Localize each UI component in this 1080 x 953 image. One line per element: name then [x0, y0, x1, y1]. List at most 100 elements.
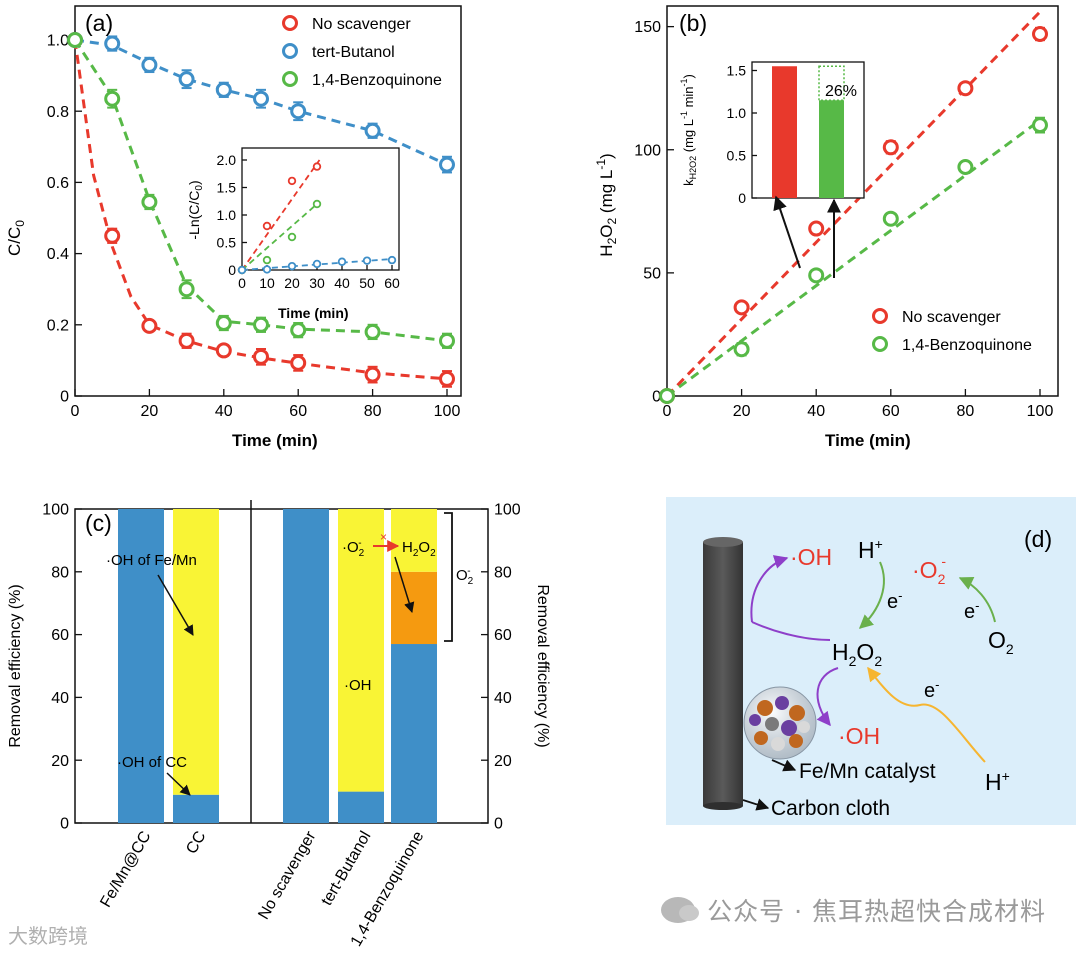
inset-bar-reduction-outline	[818, 65, 845, 101]
data-point-red	[253, 348, 269, 365]
legend-b-benzoquinone: 1,4-Benzoquinone	[902, 337, 1032, 354]
inset-b-ytick-label: 1.5	[727, 62, 747, 78]
watermark-right: 公众号 · 焦耳热超快合成材料	[661, 892, 1046, 928]
panel-b-ytick-label: 50	[643, 265, 661, 282]
panel-c-axes: 0 0 20 20 40 40 60 60 80 80 100 100	[42, 502, 521, 833]
inset-a-xtick-label: 40	[334, 275, 350, 291]
label-fe-mn-catalyst: Fe/Mn catalyst	[799, 760, 936, 783]
label-carbon-cloth: Carbon cloth	[771, 797, 890, 820]
label-h-plus-bottom: H+	[985, 768, 1010, 795]
annot-superoxide: ·O2-	[342, 538, 365, 559]
annot-cross: ×	[380, 530, 387, 544]
panel-b-label: (b)	[679, 10, 707, 36]
inset-point-blue	[287, 261, 297, 271]
data-point-red	[1032, 26, 1048, 43]
inset-bar-red	[772, 66, 797, 198]
panel-a-label: (a)	[85, 10, 113, 36]
annot-oh-fe-mn: ·OH of Fe/Mn	[106, 552, 197, 569]
data-point-red	[104, 227, 121, 244]
data-point-green	[253, 316, 269, 333]
inset-a-xtick-label: 60	[384, 275, 400, 291]
panel-c-ytick-label-right: 20	[494, 753, 512, 770]
inset-point-red	[262, 221, 272, 231]
panel-a-ytick-label: 0	[60, 389, 69, 406]
category-label: Fe/Mn@CC	[97, 829, 154, 911]
wechat-icon	[661, 897, 700, 923]
panel-c-ytick-label-right: 40	[494, 690, 512, 707]
panel-a-xtick-label: 60	[289, 403, 307, 420]
inset-a-xtick-label: 50	[359, 275, 375, 291]
data-point-blue	[439, 156, 455, 173]
inset-b-pointer-red	[773, 195, 801, 269]
inset-b-annotation: 26%	[825, 83, 857, 100]
label-h2o2: H2O2	[832, 639, 882, 669]
stacked-bar-yellow	[338, 509, 384, 792]
panel-c-ytick-label: 60	[51, 627, 69, 644]
data-point-green	[178, 281, 195, 298]
watermark-left: 大数跨境	[8, 924, 88, 948]
data-point-red	[439, 370, 455, 387]
panel-c-label: (c)	[85, 510, 112, 536]
inset-point-red	[287, 176, 297, 186]
panel-c-ytick-label-right: 100	[494, 502, 521, 519]
panel-a-frame	[74, 5, 462, 397]
stacked-bar-orange	[391, 571, 437, 645]
annot-bracket	[444, 512, 453, 642]
inset-point-blue	[237, 265, 247, 275]
panel-c-ytick-label: 0	[60, 816, 69, 833]
label-oh-top: ·OH	[790, 544, 832, 570]
inset-a-xtick-label: 0	[238, 275, 246, 291]
data-point-green	[659, 388, 675, 404]
legend-b-marker-no-scavenger	[872, 308, 888, 324]
inset-b-bars	[772, 65, 845, 198]
label-o2: O2	[988, 627, 1014, 657]
inset-a-ytick-label: 0.5	[217, 234, 237, 250]
panel-a-inset: 0 10 20 30 40 50 60 0 0.5 1.0 1.5 2.0 Time (min) -L…	[186, 147, 400, 321]
data-point-green	[439, 332, 455, 349]
inset-a-ytick-label: 2.0	[217, 152, 237, 168]
panel-a-xlabel: Time (min)	[232, 431, 318, 450]
panel-c-ytick-label: 20	[51, 753, 69, 770]
legend-a-marker-benzoquinone	[282, 71, 298, 87]
panel-a-ytick-label: 0.8	[47, 104, 69, 121]
arrow-to-oh-bottom	[816, 667, 839, 727]
panel-b: 0 20 40 60 80 100 0 50 100 150 Time (min) H2O2 (m…	[594, 5, 1059, 450]
data-point-green	[67, 32, 83, 48]
label-e-left: e-	[887, 588, 902, 613]
label-e-right: e-	[964, 598, 979, 623]
arrow-cloth-label	[742, 798, 770, 811]
carbon-cloth-rod-bottom	[703, 802, 743, 810]
inset-fit-red	[241, 159, 321, 271]
data-point-red	[733, 299, 750, 316]
data-point-red	[290, 354, 307, 371]
label-superoxide: ·O2-	[912, 553, 946, 587]
panel-c-ytick-label-right: 60	[494, 627, 512, 644]
panel-b-frame	[666, 5, 1059, 397]
legend-a-benzoquinone: 1,4-Benzoquinone	[312, 72, 442, 89]
inset-fit-green	[241, 203, 318, 271]
watermark-right-text: 公众号 · 焦耳热超快合成材料	[707, 897, 1046, 926]
panel-a-ytick-label: 0.2	[47, 317, 69, 334]
panel-c-ytick-label-right: 80	[494, 564, 512, 581]
arrow-o2-to-superoxide	[958, 576, 996, 623]
panel-a-xtick-label: 0	[71, 403, 80, 420]
data-point-red	[957, 80, 974, 97]
category-label: No scavenger	[255, 828, 319, 923]
inset-point-blue	[337, 257, 347, 266]
legend-a-marker-tert-butanol	[282, 43, 298, 59]
data-point-red	[215, 342, 232, 359]
panel-b-xlabel: Time (min)	[825, 431, 911, 450]
carbon-cloth-rod	[703, 542, 743, 806]
panel-a-xtick-label: 20	[141, 403, 159, 420]
data-point-blue	[364, 122, 381, 139]
data-point-red	[364, 366, 381, 383]
data-point-green	[104, 90, 121, 107]
panel-b-ytick-label: 100	[634, 142, 661, 159]
category-label: tert-Butanol	[318, 829, 374, 909]
panel-c-ytick-label: 100	[42, 502, 69, 519]
inset-b-ylabel: kH2O2 (mg L-1 min-1)	[679, 74, 698, 186]
carbon-cloth-rod-top	[703, 537, 743, 547]
panel-a-ylabel: C/C0	[5, 220, 27, 256]
